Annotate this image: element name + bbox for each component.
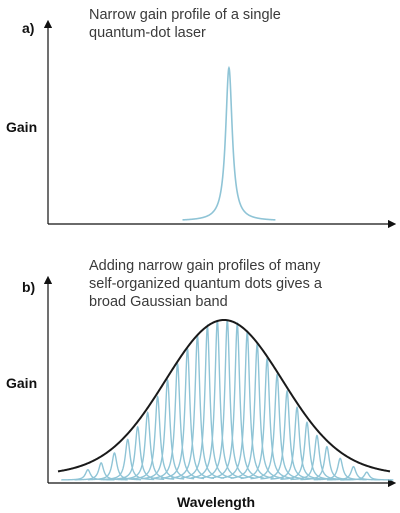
narrow-gain-peak-23 [290,434,344,481]
panel-a-caption-line-2: quantum-dot laser [89,25,206,41]
single-gain-peak [182,65,276,221]
narrow-gain-peak-26 [326,465,381,481]
narrow-gain-peak-2 [74,462,128,481]
narrow-gain-peak-22 [280,421,334,480]
panel-a: a) Narrow gain profile of a single quant… [6,7,397,229]
narrow-gain-peak-27 [340,471,394,481]
narrow-gain-peaks [61,320,394,481]
panel-a-y-axis-label: Gain [6,119,37,135]
panel-b-y-axis-label: Gain [6,375,37,391]
panel-b-label: b) [22,279,35,295]
panel-a-caption-line-1: Narrow gain profile of a single [89,7,281,23]
panel-b-x-axis-label: Wavelength [177,494,255,510]
panel-a-label: a) [22,20,34,36]
panel-b-caption-line-2: self-organized quantum dots gives a [89,276,323,292]
gaussian-envelope [57,318,391,473]
panel-b-caption-line-3: broad Gaussian band [89,294,228,310]
panel-b-caption-line-1: Adding narrow gain profiles of many [89,258,321,274]
panel-b: b) Adding narrow gain profiles of many s… [6,258,397,510]
